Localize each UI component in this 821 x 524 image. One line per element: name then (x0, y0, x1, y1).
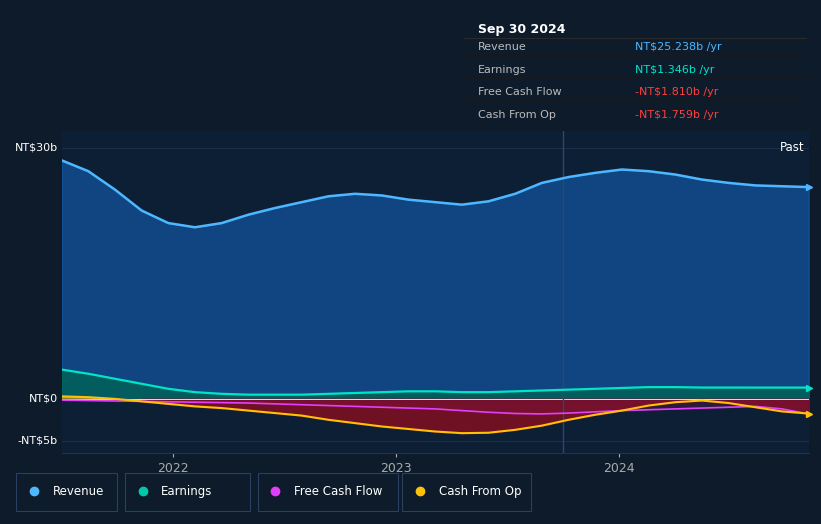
Text: -NT$1.810b /yr: -NT$1.810b /yr (635, 87, 719, 97)
Text: -NT$5b: -NT$5b (18, 435, 57, 446)
Text: Sep 30 2024: Sep 30 2024 (478, 23, 565, 36)
Text: NT$25.238b /yr: NT$25.238b /yr (635, 42, 722, 52)
Text: Revenue: Revenue (53, 485, 103, 498)
Text: Revenue: Revenue (478, 42, 526, 52)
Text: Cash From Op: Cash From Op (438, 485, 521, 498)
Text: NT$0: NT$0 (29, 394, 57, 404)
Text: NT$30b: NT$30b (15, 143, 57, 152)
Text: Free Cash Flow: Free Cash Flow (294, 485, 383, 498)
Text: Earnings: Earnings (478, 64, 526, 74)
Text: Earnings: Earnings (161, 485, 213, 498)
Text: -NT$1.759b /yr: -NT$1.759b /yr (635, 110, 719, 120)
Text: Free Cash Flow: Free Cash Flow (478, 87, 562, 97)
Text: Cash From Op: Cash From Op (478, 110, 556, 120)
Text: Past: Past (780, 140, 805, 154)
Text: NT$1.346b /yr: NT$1.346b /yr (635, 64, 715, 74)
